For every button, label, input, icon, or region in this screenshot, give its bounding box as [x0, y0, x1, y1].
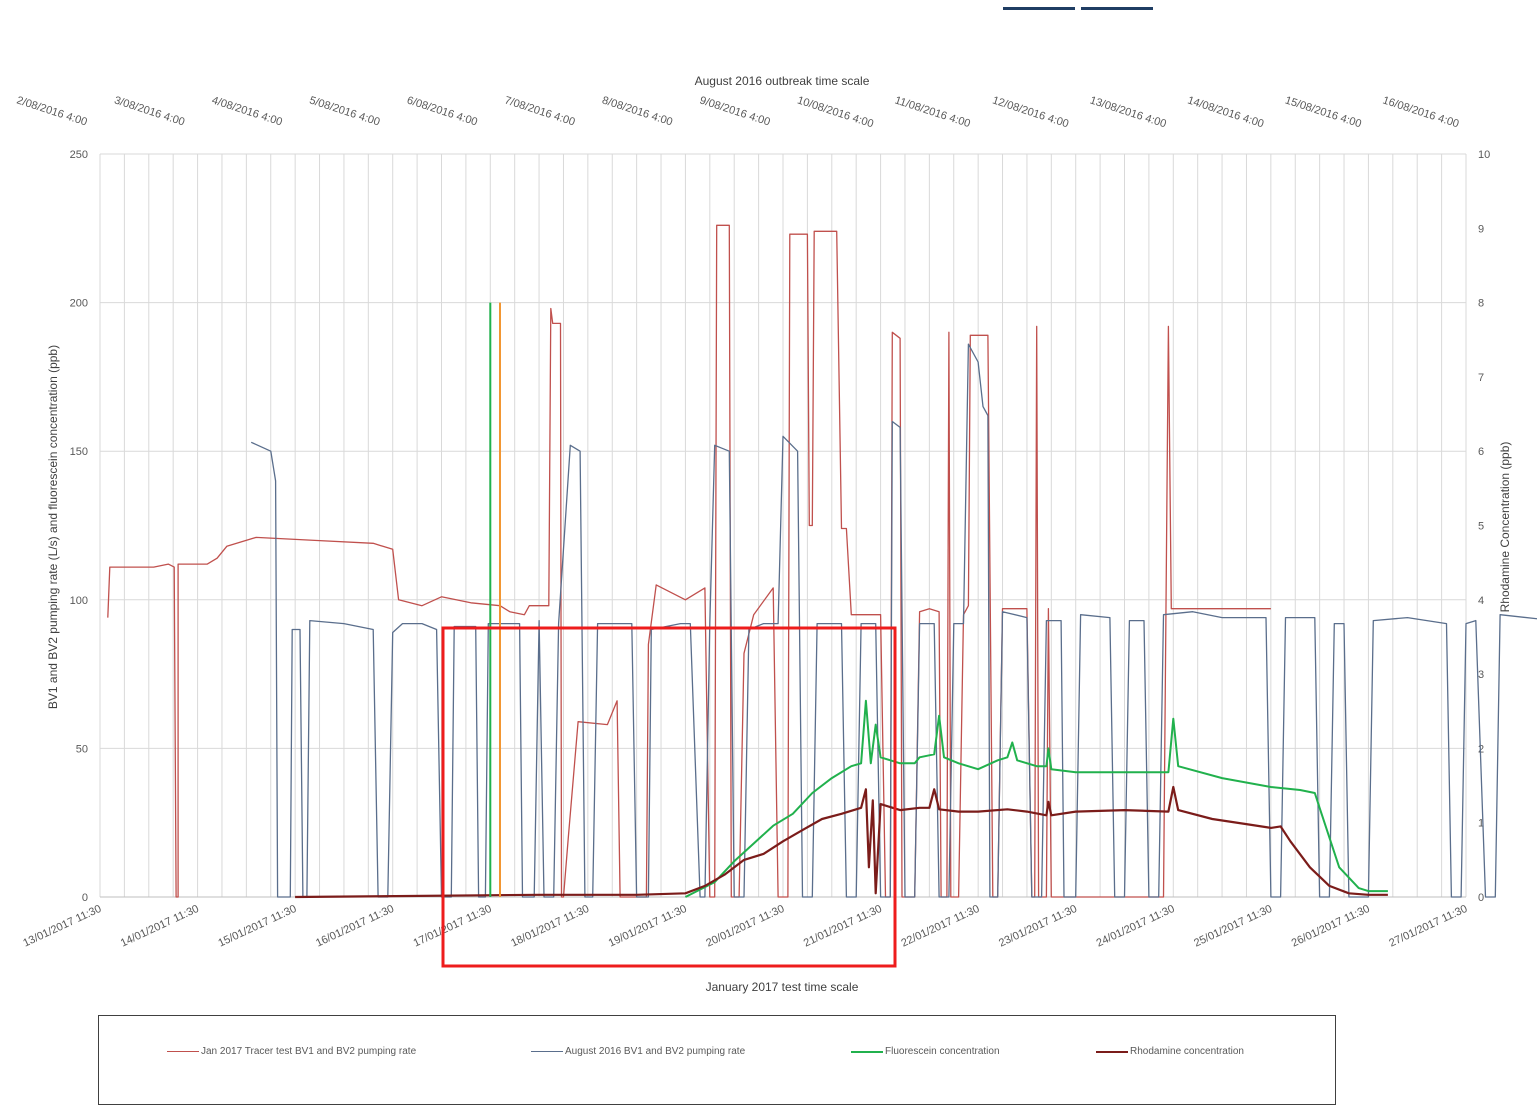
series-lines: [107, 224, 1537, 899]
x-tick-bottom: 15/01/2017 11:30: [216, 903, 298, 950]
y-tick-left: 0: [82, 892, 88, 904]
header-bar-2: [1081, 7, 1153, 10]
y-tick-left: 100: [70, 595, 88, 607]
x-tick-bottom: 21/01/2017 11:30: [802, 903, 884, 950]
bottom-axis-ticks: 13/01/2017 11:30 14/01/2017 11:30 15/01/20…: [21, 903, 1469, 950]
legend-label-aug2016: August 2016 BV1 and BV2 pumping rate: [565, 1046, 746, 1057]
series-line-rhodamine-concentration: [295, 785, 1388, 899]
legend-label-rhodamine: Rhodamine concentration: [1130, 1046, 1244, 1057]
x-tick-top: 9/08/2016 4:00: [698, 94, 772, 128]
y-tick-right: 1: [1478, 818, 1484, 830]
x-tick-top: 6/08/2016 4:00: [405, 94, 479, 128]
y-axis-title-left: BV1 and BV2 pumping rate (L/s) and fluor…: [46, 345, 60, 709]
left-axis-ticks: 0 50 100 150 200 250: [70, 149, 88, 904]
x-tick-bottom: 25/01/2017 11:30: [1192, 903, 1274, 950]
x-tick-top: 8/08/2016 4:00: [601, 94, 675, 128]
y-tick-right: 4: [1478, 595, 1484, 607]
header-bar-1: [1003, 7, 1075, 10]
legend-swatch-aug2016: [531, 1051, 563, 1052]
legend-item-rhodamine: Rhodamine concentration: [1096, 1046, 1244, 1057]
x-tick-bottom: 19/01/2017 11:30: [607, 903, 689, 950]
x-tick-top: 12/08/2016 4:00: [991, 94, 1070, 130]
y-tick-left: 200: [70, 298, 88, 310]
x-tick-bottom: 26/01/2017 11:30: [1290, 903, 1372, 950]
y-tick-right: 2: [1478, 743, 1484, 755]
gridlines: [99, 153, 1467, 898]
y-tick-right: 3: [1478, 669, 1484, 681]
x-tick-top: 2/08/2016 4:00: [15, 94, 89, 128]
top-axis-ticks: 2/08/2016 4:00 3/08/2016 4:00 4/08/2016 4:…: [15, 94, 1460, 130]
y-tick-right: 8: [1478, 298, 1484, 310]
y-tick-right: 0: [1478, 892, 1484, 904]
x-tick-bottom: 23/01/2017 11:30: [997, 903, 1079, 950]
x-tick-top: 10/08/2016 4:00: [796, 94, 875, 130]
x-tick-top: 13/08/2016 4:00: [1088, 94, 1167, 130]
y-tick-left: 50: [76, 743, 88, 755]
y-tick-right: 7: [1478, 372, 1484, 384]
legend-label-fluorescein: Fluorescein concentration: [885, 1046, 1000, 1057]
highlight-box: [441, 626, 897, 968]
x-tick-bottom: 24/01/2017 11:30: [1095, 903, 1177, 950]
top-axis-title: August 2016 outbreak time scale: [695, 74, 870, 88]
x-tick-bottom: 17/01/2017 11:30: [412, 903, 494, 950]
x-tick-top: 4/08/2016 4:00: [210, 94, 284, 128]
y-axis-title-right: Rhodamine Concentration (ppb): [1498, 442, 1512, 613]
legend-swatch-fluorescein: [851, 1050, 883, 1053]
legend: Jan 2017 Tracer test BV1 and BV2 pumping…: [98, 1015, 1336, 1105]
x-tick-top: 3/08/2016 4:00: [113, 94, 187, 128]
legend-swatch-rhodamine: [1096, 1050, 1128, 1053]
legend-item-jan2017: Jan 2017 Tracer test BV1 and BV2 pumping…: [167, 1046, 416, 1057]
x-tick-top: 5/08/2016 4:00: [308, 94, 382, 128]
x-tick-bottom: 13/01/2017 11:30: [21, 903, 103, 950]
y-tick-left: 150: [70, 446, 88, 458]
y-tick-right: 5: [1478, 521, 1484, 533]
x-tick-top: 16/08/2016 4:00: [1381, 94, 1460, 130]
x-axis-title: January 2017 test time scale: [706, 980, 859, 994]
x-tick-bottom: 14/01/2017 11:30: [119, 903, 201, 950]
legend-item-fluorescein: Fluorescein concentration: [851, 1046, 1000, 1057]
y-tick-right: 10: [1478, 149, 1490, 161]
x-tick-bottom: 22/01/2017 11:30: [899, 903, 981, 950]
x-tick-bottom: 20/01/2017 11:30: [704, 903, 786, 950]
y-tick-right: 6: [1478, 446, 1484, 458]
x-tick-top: 11/08/2016 4:00: [893, 94, 972, 130]
x-tick-bottom: 18/01/2017 11:30: [509, 903, 591, 950]
series-line-fluorescein-concentration: [684, 699, 1388, 898]
x-tick-bottom: 27/01/2017 11:30: [1387, 903, 1469, 950]
x-tick-top: 7/08/2016 4:00: [503, 94, 577, 128]
x-tick-bottom: 16/01/2017 11:30: [314, 903, 396, 950]
x-tick-top: 15/08/2016 4:00: [1284, 94, 1363, 130]
x-tick-top: 14/08/2016 4:00: [1186, 94, 1265, 130]
legend-item-aug2016: August 2016 BV1 and BV2 pumping rate: [531, 1046, 745, 1057]
legend-swatch-jan2017: [167, 1051, 199, 1052]
chart: 0 50 100 150 200 250 0 1 2 3 4 5 6 7 8 9 10 13/01/2017 …: [15, 74, 1537, 994]
y-tick-left: 250: [70, 149, 88, 161]
legend-label-jan2017: Jan 2017 Tracer test BV1 and BV2 pumping…: [201, 1046, 417, 1057]
series-line-jan-2017-tracer-test-bv1-and-bv2-pumping-rate: [107, 224, 1271, 898]
right-axis-ticks: 0 1 2 3 4 5 6 7 8 9 10: [1478, 149, 1490, 904]
y-tick-right: 9: [1478, 223, 1484, 235]
